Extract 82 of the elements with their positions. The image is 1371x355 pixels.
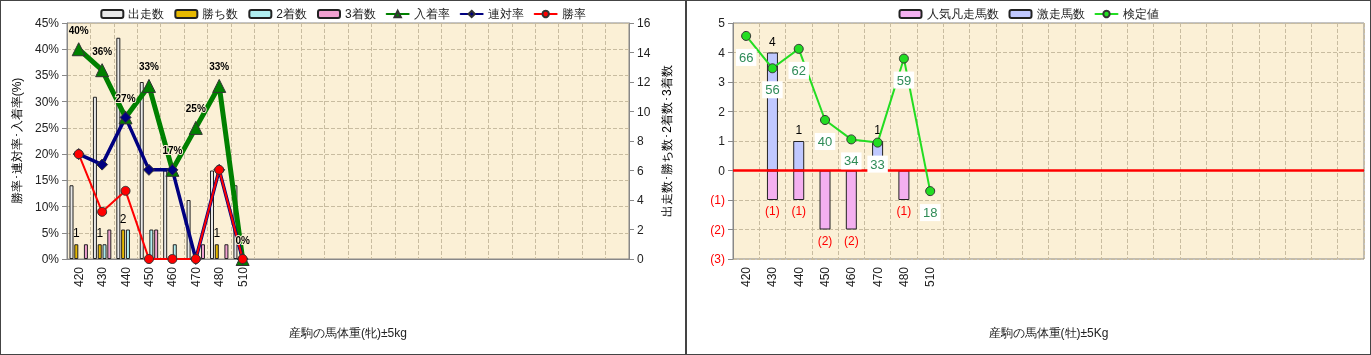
y2-tick-label: 10 [637,104,651,119]
x-tick-label: 440 [118,266,133,288]
x-axis-title: 産駒の馬体重(牝)±5kg [289,326,407,340]
data-label: 2 [119,211,127,226]
legend-label: 勝率 [561,7,586,21]
x-tick-label: 450 [141,266,156,288]
y2-tick-label: 4 [637,193,644,207]
x-tick-label: 510 [923,266,938,288]
legend-label: 入着率 [413,7,450,21]
data-label: 34 [844,153,859,169]
x-tick-label: 470 [870,266,885,288]
data-label: 1 [795,123,803,137]
y-tick-label: 3 [718,75,726,89]
x-tick-label: 480 [212,266,227,288]
y-tick-label: 5% [41,225,60,240]
legend-label: 2着数 [276,7,308,21]
legend-label: 人気凡走馬数 [926,7,999,21]
y-tick-label: 10% [34,199,60,214]
y-tick-label: 35% [34,68,60,83]
y-tick-label: 2 [718,104,726,119]
data-label: (1) [791,204,807,218]
x-tick-label: 460 [844,266,859,288]
y-tick-label: (2) [710,222,725,237]
x-tick-label: 470 [188,266,203,288]
data-label: 66 [738,49,754,65]
data-label: (1) [765,204,780,218]
x-tick-label: 440 [791,266,806,288]
y2-axis-title: 出走数･勝ち数･2着数･3着数 [660,65,675,217]
x-tick-label: 450 [818,266,833,288]
y2-tick-label: 0 [637,252,644,266]
y-tick-label: (3) [710,252,725,266]
data-label: 33% [138,61,160,73]
data-label: (2) [843,233,859,248]
y-tick-label: 25% [34,120,60,135]
x-tick-label: 480 [896,266,911,288]
y2-tick-label: 2 [637,222,644,237]
data-label: 4 [769,34,777,49]
y-axis-title: 勝率･連対率･入着率(%) [10,77,24,205]
legend-label: 検定値 [1122,7,1159,21]
data-label: 36% [92,45,113,57]
data-label: 1 [96,226,104,241]
legend-label: 連対率 [487,7,524,21]
x-tick-label: 510 [235,266,250,288]
data-label: 40 [817,133,833,149]
data-label: 33 [870,156,885,172]
x-tick-label: 460 [165,266,180,288]
data-label: 56 [765,82,780,98]
data-label: 33% [209,61,230,73]
y-tick-label: 15% [34,173,60,188]
legend-label: 勝ち数 [202,7,239,21]
y2-tick-label: 16 [637,16,651,30]
data-label: 59 [896,72,912,88]
y-tick-label: 0% [41,252,60,266]
data-label: 40% [68,24,89,36]
y-tick-label: 5 [718,16,726,30]
x-tick-label: 430 [765,266,780,288]
y-tick-label: (1) [710,193,725,207]
y-tick-label: 30% [34,94,60,109]
data-label: 1 [72,226,80,241]
y-tick-label: 20% [34,147,60,162]
y2-tick-label: 6 [637,163,644,178]
y2-tick-label: 14 [637,45,651,60]
data-label: 1 [874,123,882,137]
legend-label: 3着数 [345,7,376,21]
y-tick-label: 0 [718,163,726,178]
x-tick-label: 420 [739,266,754,288]
legend-label: 激走馬数 [1036,7,1085,21]
data-label: 62 [791,62,806,78]
legend-label: 出走数 [128,7,165,21]
x-tick-label: 430 [95,266,110,288]
y-tick-label: 4 [718,45,726,60]
data-label: 18 [922,205,938,221]
y-tick-label: 1 [718,134,726,148]
data-label: (2) [817,233,833,248]
y-tick-label: 40% [34,42,60,57]
y-tick-label: 45% [34,16,60,30]
x-axis-title: 産駒の馬体重(牡)±5Kg [988,326,1109,340]
data-label: 1 [213,226,221,241]
y2-tick-label: 12 [637,75,651,89]
x-tick-label: 420 [71,266,86,288]
data-label: (1) [896,204,912,218]
y2-tick-label: 8 [637,134,644,148]
